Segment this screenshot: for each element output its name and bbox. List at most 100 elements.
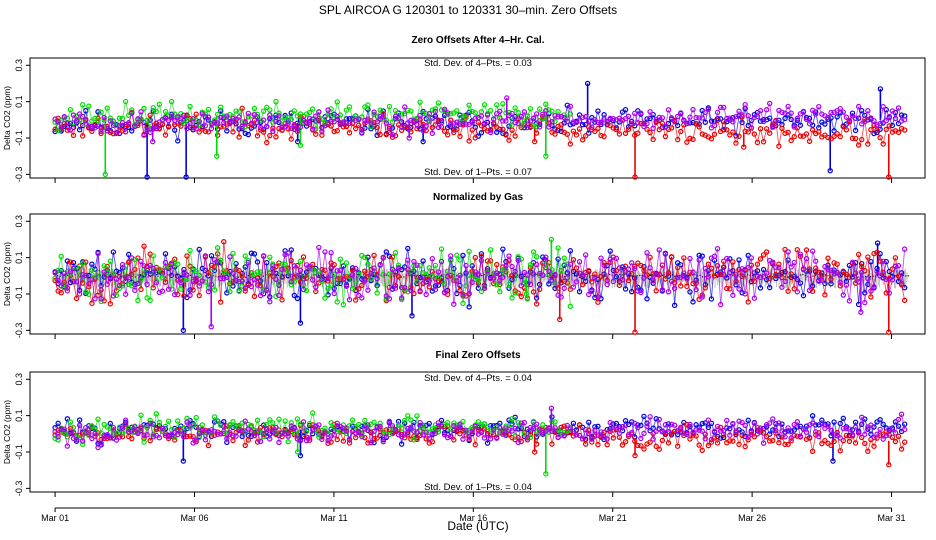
series-green-segment [514,107,519,113]
series-red-segment [336,122,341,131]
series-green-point [365,102,371,108]
series-green-segment [520,120,525,126]
series-green-point [168,98,175,105]
series-green-point [260,108,267,114]
series-green-point [536,106,543,112]
series-red-segment [665,129,669,137]
series-red-segment [471,129,476,139]
series-blue-point [448,123,454,130]
series-red-point [880,141,886,147]
series-red-point [754,139,761,146]
series-blue-segment [781,118,786,125]
series-purple-segment [116,125,120,133]
series-green-point [334,99,340,105]
series-blue-point [67,120,74,126]
series-purple-segment [787,106,792,114]
series-green-point [310,106,316,112]
series-red-segment [275,128,280,137]
series-green-segment [204,109,209,115]
series-red-point [490,121,497,127]
black-mean-point [167,274,169,276]
series-blue-point [622,106,629,113]
series-red-point [570,128,577,134]
panel-1: Zero Offsets After 4–Hr. Cal. Std. Dev. … [2,35,926,183]
series-green-point [454,108,460,114]
series-green-segment [122,101,127,119]
series-green-segment [376,109,381,117]
series-purple-point [153,125,160,132]
series-red-point [687,135,693,142]
series-green-point [435,100,442,106]
series-purple-point [279,124,285,131]
series-blue-point [494,129,500,135]
series-red-point [741,144,747,150]
series-blue-segment [615,121,620,129]
y-tick-label: -0.3 [14,323,24,339]
series-blue-point [782,115,788,122]
series-blue-point [383,249,390,255]
series-green-point [282,114,288,120]
series-red-segment [217,126,222,136]
series-red-segment [385,128,390,135]
series-red-segment [738,116,743,137]
series-purple-segment [707,109,712,128]
series-blue-segment [247,127,252,135]
series-red-point [531,138,538,145]
series-green-segment [254,108,258,115]
series-red-point [766,130,773,136]
series-red-point [343,123,350,130]
series-green-point [288,116,294,123]
series-blue-point [245,131,252,138]
series-red-point [500,126,506,132]
series-purple-point [98,128,104,135]
series-purple-point [239,123,245,130]
series-blue-point [595,108,601,114]
series-purple-segment [398,118,403,128]
series-purple-segment [692,109,697,118]
series-red-segment [858,139,863,146]
series-green-segment [339,114,344,123]
series-red-point [110,130,117,137]
series-blue-point [877,86,884,92]
series-red-point [720,118,727,125]
series-red-point [175,120,181,126]
series-green-point [463,115,469,121]
series-red-point [586,124,592,130]
series-red-point [840,123,847,129]
series-red-point [162,132,169,138]
series-blue-point [444,124,451,131]
series-green-point [79,102,86,108]
series-blue-point [822,121,828,127]
series-purple-point [86,123,92,129]
series-purple-segment [668,109,672,118]
series-red-point [662,133,669,140]
series-purple-point [273,118,279,125]
panel-2-y-axis-label: Delta CO2 (ppm) [2,242,12,306]
series-red-point [849,135,856,142]
series-red-point [58,126,64,133]
series-green-point [254,111,261,118]
series-blue-point [797,122,804,128]
series-purple-segment [784,106,789,114]
series-purple-segment [842,111,847,118]
series-blue-point [116,130,123,137]
series-purple-point [248,120,255,127]
series-red-point [632,174,638,180]
series-green-segment [526,108,531,117]
series-red-point [579,137,586,143]
series-purple-point [132,123,138,129]
series-red-segment [796,127,801,137]
series-purple-point [129,110,135,116]
series-red-point [736,133,742,139]
series-purple-point [224,113,230,119]
series-purple-segment [480,115,485,124]
series-purple-segment [134,118,139,127]
series-green-point [549,108,555,114]
series-red-point [806,138,813,144]
series-purple-point [184,125,190,132]
series-green-point [153,108,160,115]
series-red-point [576,126,583,132]
series-green-point [328,106,334,112]
series-purple-point [260,117,267,123]
series-red-point [656,126,662,133]
